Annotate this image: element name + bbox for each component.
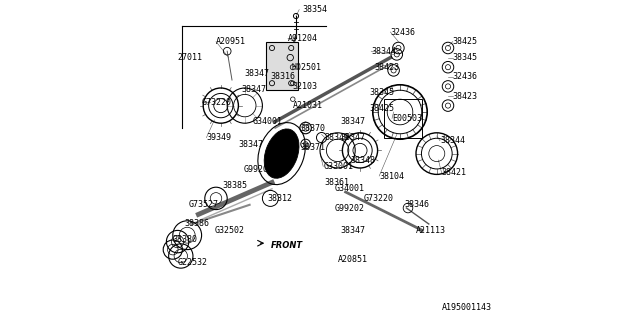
Text: A21113: A21113 <box>416 226 446 235</box>
Text: 38348: 38348 <box>351 156 376 164</box>
Text: 39349: 39349 <box>206 133 232 142</box>
Text: 38361: 38361 <box>325 178 350 187</box>
Text: G73220: G73220 <box>202 98 232 107</box>
Text: G33001: G33001 <box>323 162 353 171</box>
Text: 38316: 38316 <box>270 72 296 81</box>
Text: A195001143: A195001143 <box>442 303 492 312</box>
Text: G34001: G34001 <box>334 184 364 193</box>
Text: G34001: G34001 <box>253 117 283 126</box>
Text: 38349: 38349 <box>325 133 350 142</box>
Text: 38423: 38423 <box>453 92 478 100</box>
Text: 38347: 38347 <box>340 117 366 126</box>
Text: 38425: 38425 <box>453 37 478 46</box>
Text: FRONT: FRONT <box>270 241 303 250</box>
Text: 38370: 38370 <box>301 124 326 132</box>
Text: E00503: E00503 <box>392 114 422 123</box>
Polygon shape <box>266 42 298 90</box>
Text: A20851: A20851 <box>338 255 367 264</box>
Text: 32103: 32103 <box>292 82 318 91</box>
Text: 38347: 38347 <box>340 226 366 235</box>
Text: G22532: G22532 <box>178 258 207 267</box>
Text: G32502: G32502 <box>214 226 244 235</box>
Text: 38380: 38380 <box>173 236 198 244</box>
Text: 38347: 38347 <box>242 85 267 94</box>
Text: 38345: 38345 <box>370 88 395 97</box>
Text: 38346: 38346 <box>405 200 430 209</box>
Bar <box>384 99 422 138</box>
Text: 38104: 38104 <box>380 172 404 180</box>
Text: A91204: A91204 <box>288 34 318 43</box>
Text: 32436: 32436 <box>453 72 478 81</box>
Text: G99202: G99202 <box>243 165 273 174</box>
Text: 38345: 38345 <box>453 53 478 62</box>
Text: 38421: 38421 <box>442 168 467 177</box>
Text: 38347: 38347 <box>245 69 270 78</box>
Text: 38312: 38312 <box>268 194 292 203</box>
Text: 38386: 38386 <box>184 220 209 228</box>
Text: 38371: 38371 <box>301 143 326 152</box>
Text: G73527: G73527 <box>189 200 219 209</box>
Text: 38354: 38354 <box>302 5 328 14</box>
Text: 38344: 38344 <box>440 136 465 145</box>
Text: G99202: G99202 <box>334 204 364 212</box>
Ellipse shape <box>264 129 299 178</box>
Text: 38423: 38423 <box>374 63 399 72</box>
Text: 38344: 38344 <box>371 47 396 56</box>
Text: 38347: 38347 <box>239 140 264 148</box>
Text: H02501: H02501 <box>291 63 321 72</box>
Text: 32436: 32436 <box>390 28 415 36</box>
Text: A20951: A20951 <box>216 37 246 46</box>
Text: A21031: A21031 <box>292 101 323 110</box>
Text: 38347: 38347 <box>340 133 366 142</box>
Text: 27011: 27011 <box>178 53 203 62</box>
Text: G73220: G73220 <box>364 194 393 203</box>
Text: 38425: 38425 <box>370 104 395 113</box>
Text: 38385: 38385 <box>223 181 248 190</box>
